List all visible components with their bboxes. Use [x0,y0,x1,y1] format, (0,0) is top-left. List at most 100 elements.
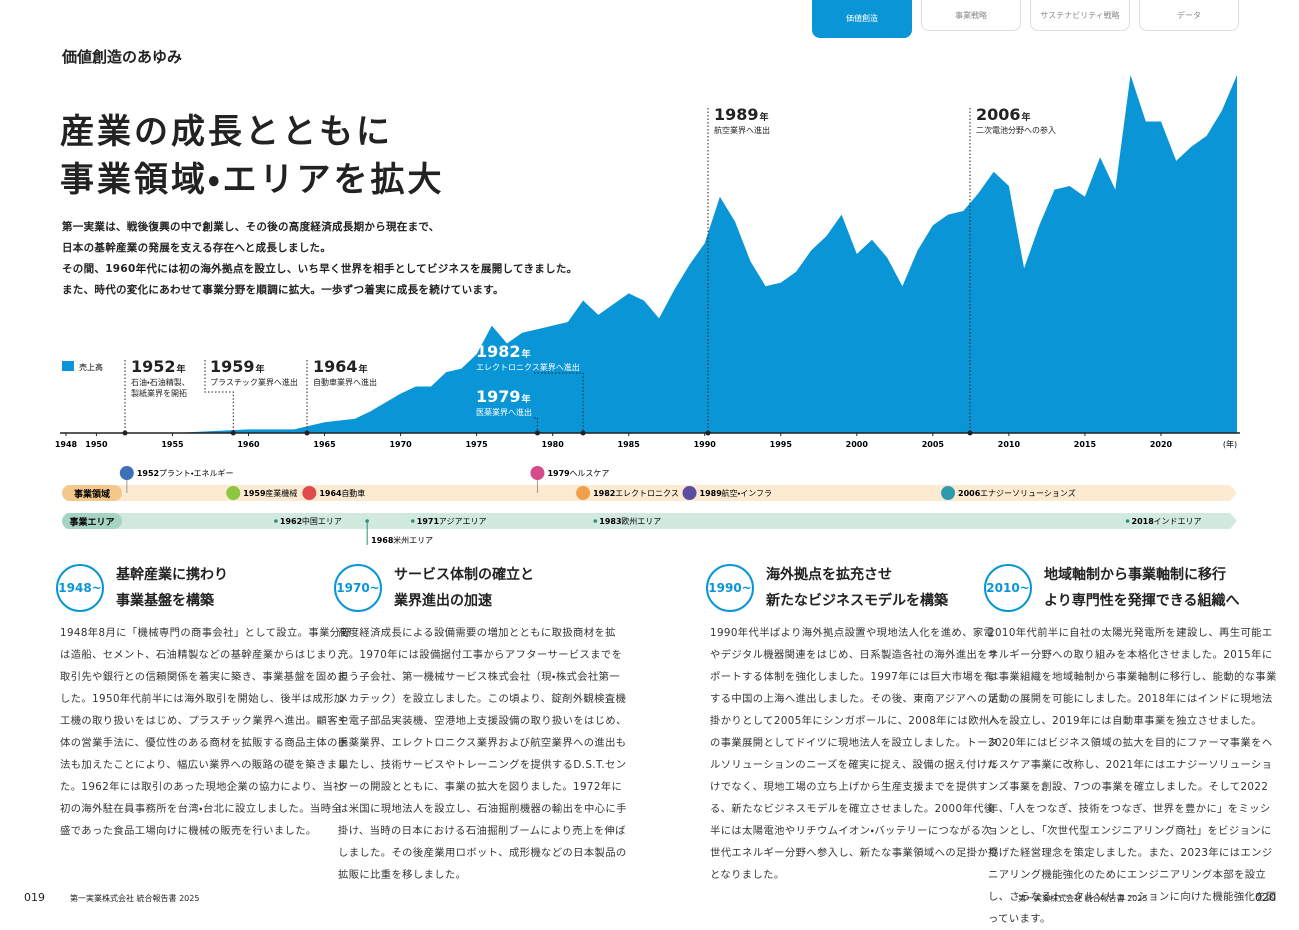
domain-icon [682,486,697,500]
milestone-dot [534,430,540,436]
section-heading: 新たなビジネスモデルを構築 [766,593,948,609]
domain-icon [941,486,956,500]
domain-year: 1979 [547,469,570,478]
section-body: 2010年代前半に自社の太陽光発電所を建設し、再生可能エネルギー分野への取り組み… [988,627,1277,925]
page-number: 019 [24,891,45,904]
domain-year: 1959 [243,489,266,498]
era-badge: 2010~ [984,564,1032,612]
title-line: 産業の成長とともに [60,112,393,152]
section-heading: 業界進出の加速 [394,593,492,609]
milestone-dot [304,430,310,436]
x-tick-label: 2010 [998,440,1021,449]
milestone-year-unit: 年 [359,363,368,375]
area-name: 米州エリア [393,535,433,545]
legend-swatch [62,361,74,371]
nav-tab[interactable]: サステナビリティ戦略 [1030,0,1130,31]
milestone-year: 2006 [976,105,1021,124]
area-year: 1968 [371,536,394,545]
milestone-year: 1979 [476,387,521,406]
domain-name: ヘルスケア [569,469,609,478]
area-name: 中国エリア [302,516,342,526]
x-tick-label: 1948 [55,440,78,449]
x-tick-label: 2015 [1074,440,1097,449]
section-body: 1990年代半ばより海外拠点設置や現地法人化を進め、家電やデジタル機器関連をはじ… [710,627,1001,881]
domain-icon [576,486,591,500]
x-tick-label: 2005 [922,440,945,449]
milestone-year: 1952 [131,357,176,376]
milestone-year-unit: 年 [760,111,769,123]
x-tick-label: 1985 [618,440,641,449]
domain-name: エレクトロニクス [615,489,679,498]
x-tick-label: 1980 [542,440,565,449]
domain-name: プラント・エネルギー [159,469,234,478]
era-badge: 1990~ [706,564,754,612]
area-label: 事業エリア [69,516,114,528]
section-heading: 事業基盤を構築 [116,593,214,609]
area-year: 2018 [1132,517,1155,526]
domain-name: 航空・インフラ [722,488,772,498]
area-dot [365,519,369,523]
milestone-year: 1989 [714,105,759,124]
section-heading: サービス体制の確立と [394,567,534,583]
nav-tab[interactable]: 事業戦略 [921,0,1021,31]
milestone-year-unit: 年 [1022,111,1031,123]
x-tick-label: 1955 [161,440,184,449]
domain-pill [62,485,122,501]
milestone-label: 自動車業界へ進出 [313,377,377,387]
milestone-dot [705,430,711,436]
domain-year: 1952 [137,469,159,478]
domain-icon [530,466,545,480]
area-name: インドエリア [1154,517,1202,526]
milestone-label: プラスチック業界へ進出 [210,377,298,387]
era-badge: 1948~ [56,564,104,612]
x-tick-label: 1990 [694,440,717,449]
domain-year: 1964 [319,489,342,498]
domain-name: 産業機械 [265,488,297,498]
chart: 1948 1950 1955 1960 1965 1970 1975 1980 1985 1990… [55,75,1240,545]
milestone-year-unit: 年 [522,348,531,360]
milestone-year-unit: 年 [177,363,186,375]
area-pill [62,513,122,529]
domain-icon [119,466,134,480]
domain-icon [302,486,317,500]
milestone-label: 医薬業界へ進出 [476,407,532,417]
milestone-label: 航空業界へ進出 [714,125,770,135]
milestone-year-unit: 年 [256,363,265,375]
x-tick-label: 1965 [313,440,336,449]
area-name: アジアエリア [439,517,487,526]
nav-tab[interactable]: 価値創造 [812,0,912,38]
footer-text: 第一実業株式会社 統合報告書 2025 [1018,894,1148,903]
milestone-dot [230,430,236,436]
area-year: 1971 [417,517,440,526]
milestone-label: 石油・石油精製、 [131,377,190,387]
area-dot [593,519,598,523]
milestone-leader [204,360,234,433]
milestone-dot [122,430,128,436]
milestone-year: 1964 [313,357,358,376]
milestone-dot [967,430,973,436]
intro-line: 日本の基幹産業の発展を支える存在へと成長しました。 [62,242,332,254]
milestone-label: 二次電池分野への参入 [976,125,1056,135]
milestone-year-unit: 年 [522,393,531,405]
page-number: 020 [1255,891,1276,904]
domain-label: 事業領域 [74,488,110,500]
x-tick-label: 1975 [465,440,488,449]
nav-tab[interactable]: データ [1139,0,1239,31]
domain-name: エナジーソリューションズ [980,488,1076,498]
milestone-leader [534,417,538,433]
section-body: 1948年8月に「機械専門の商事会社」として設立。事業分野は造船、セメント、石油… [60,627,352,837]
area-band [66,513,1237,529]
area-dot [1125,519,1130,523]
domain-year: 1989 [700,489,723,498]
domain-year: 2006 [958,489,981,498]
milestone-dot [580,430,586,436]
intro-line: 第一実業は、戦後復興の中で創業し、その後の高度経済成長期から現在まで、 [62,221,440,233]
sales-area [66,75,1237,433]
intro-line: また、時代の変化にあわせて事業分野を順調に拡大。一歩ずつ着実に成長を続けています… [62,284,504,296]
era-badge: 1970~ [334,564,382,612]
intro-line: その間、1960年代には初の海外拠点を設立し、いち早く世界を相手としてビジネスを… [62,263,578,275]
domain-icon [226,486,241,500]
milestone-year: 1959 [210,357,255,376]
domain-year: 1982 [593,489,615,498]
